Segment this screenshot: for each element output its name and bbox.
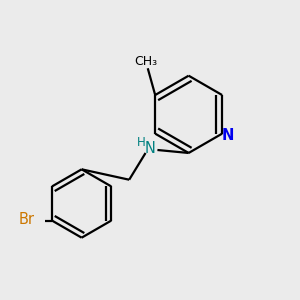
Text: CH₃: CH₃ <box>135 55 158 68</box>
Text: N: N <box>145 141 155 156</box>
Text: Br: Br <box>18 212 34 227</box>
Text: N: N <box>221 128 234 142</box>
Text: H: H <box>137 136 146 149</box>
